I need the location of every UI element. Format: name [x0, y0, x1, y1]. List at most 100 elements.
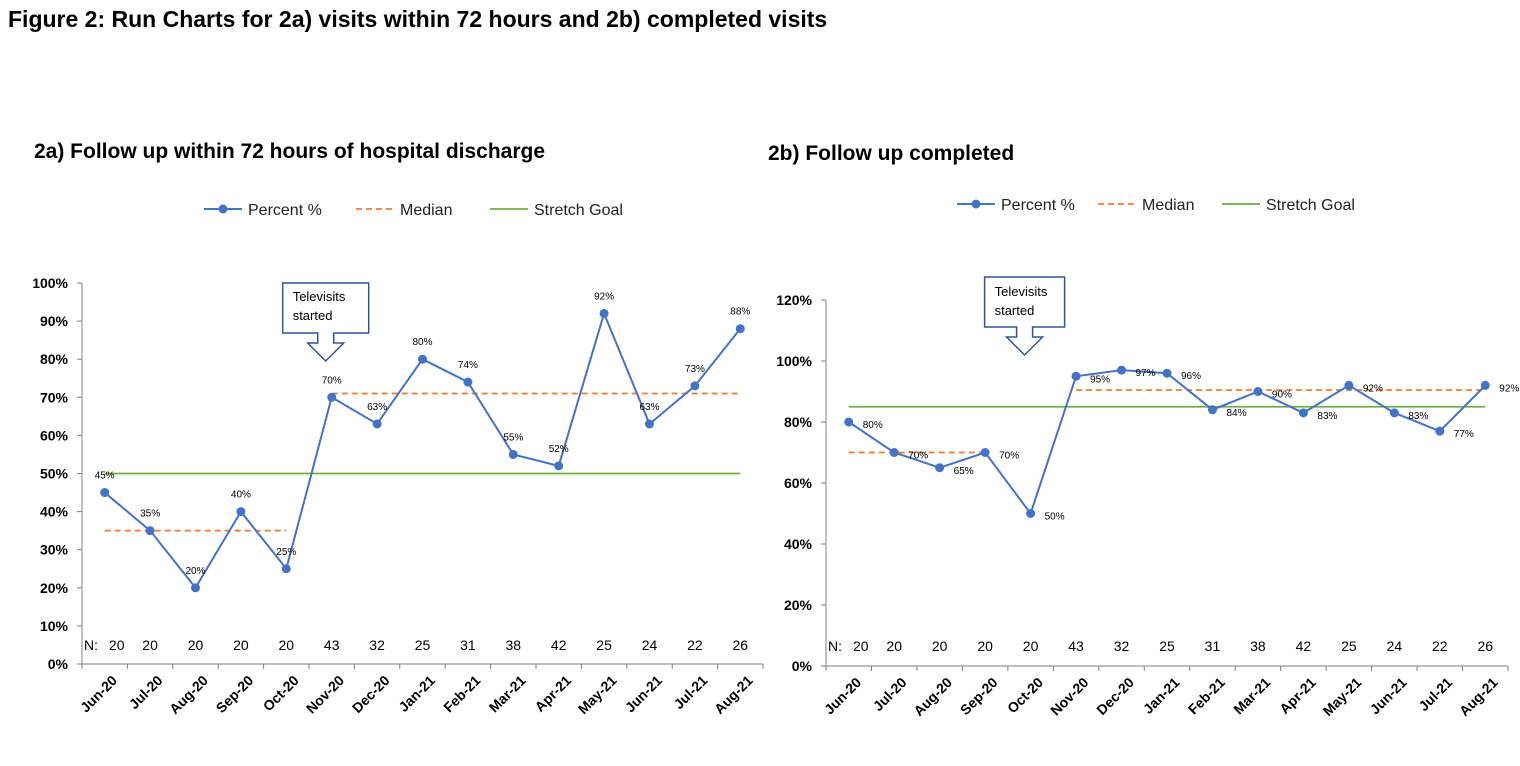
n-value-label: 20 — [279, 637, 295, 653]
percent-point — [1071, 371, 1081, 381]
chart-b: 0% 20% 40% 60% 80% 100% 120% Jun-20 Jul-20 Aug-20… — [776, 197, 1519, 719]
legend-percent-label: Percent % — [248, 202, 322, 219]
n-value-label: 20 — [188, 637, 204, 653]
y-tick-label: 30% — [40, 542, 69, 558]
percent-point — [1207, 405, 1217, 415]
x-tick-label: Jul-21 — [670, 672, 710, 712]
data-label: 70% — [322, 375, 342, 386]
percent-point — [1480, 380, 1490, 390]
x-tick-label: Mar-21 — [486, 672, 529, 715]
n-value-label: 32 — [369, 637, 385, 653]
percent-line — [848, 369, 1486, 516]
legend-percent-marker — [971, 199, 981, 209]
x-tick-label: Jul-21 — [1415, 674, 1455, 714]
x-tick-label: Aug-21 — [1456, 674, 1501, 719]
data-label: 92% — [1363, 383, 1383, 394]
televisits-callout-shape — [281, 282, 370, 363]
y-tick-label: 80% — [40, 351, 69, 367]
data-label: 80% — [412, 337, 432, 348]
x-tick-label: Jul-20 — [126, 672, 166, 712]
data-label: 63% — [367, 402, 387, 413]
percent-line — [104, 310, 742, 590]
n-prefix-label: N: — [828, 638, 842, 654]
x-tick-label: Sep-20 — [957, 674, 1001, 718]
x-tick-label: Jul-20 — [870, 674, 910, 714]
n-value-label: 20 — [1023, 638, 1039, 654]
legend-percent-label: Percent % — [1001, 197, 1075, 214]
data-label: 83% — [1317, 411, 1337, 422]
n-value-label: 43 — [1068, 638, 1084, 654]
percent-point — [1389, 408, 1399, 418]
y-tick-label: 40% — [784, 536, 813, 552]
x-tick-label: Jan-21 — [1140, 674, 1183, 717]
data-label: 25% — [276, 547, 296, 558]
x-tick-label: Oct-20 — [1004, 674, 1046, 716]
data-label: 63% — [639, 402, 659, 413]
percent-point — [281, 564, 291, 574]
x-tick-label: Sep-20 — [213, 672, 257, 716]
data-label: 96% — [1181, 371, 1201, 382]
x-tick-label: Jun-20 — [821, 674, 864, 717]
x-tick-label: Feb-21 — [440, 672, 483, 715]
x-tick-label: Aug-20 — [166, 672, 211, 717]
televisits-callout-text: Televisits — [293, 289, 346, 304]
legend-median-label: Median — [1142, 197, 1194, 214]
n-value-label: 20 — [932, 638, 948, 654]
percent-point — [735, 324, 745, 334]
n-value-label: 38 — [1250, 638, 1266, 654]
data-label: 20% — [185, 566, 205, 577]
percent-point — [599, 308, 609, 318]
percent-point — [1435, 426, 1445, 436]
n-value-label: 43 — [324, 637, 340, 653]
n-value-label: 24 — [642, 637, 658, 653]
y-tick-label: 80% — [784, 414, 813, 430]
data-label: 55% — [503, 432, 523, 443]
percent-point — [100, 488, 110, 498]
y-tick-label: 70% — [40, 389, 69, 405]
x-tick-label: Dec-20 — [1093, 674, 1137, 718]
n-value-label: 26 — [1477, 638, 1493, 654]
data-label: 92% — [594, 291, 614, 302]
data-label: 70% — [999, 451, 1019, 462]
n-value-label: 20 — [142, 637, 158, 653]
percent-point — [418, 354, 427, 364]
percent-point — [1253, 387, 1263, 396]
x-tick-label: Dec-20 — [349, 672, 393, 716]
percent-point — [844, 417, 854, 427]
data-label: 50% — [1045, 512, 1065, 523]
n-value-label: 42 — [1296, 638, 1312, 654]
percent-point — [1162, 368, 1172, 378]
n-value-label: 38 — [506, 637, 522, 653]
legend-percent-marker — [218, 204, 228, 214]
x-tick-label: May-21 — [575, 672, 620, 717]
data-label: 83% — [1408, 411, 1428, 422]
percent-point — [327, 392, 337, 402]
percent-point — [889, 448, 899, 457]
percent-point — [236, 507, 246, 517]
data-label: 74% — [458, 360, 478, 371]
x-tick-label: Aug-20 — [910, 674, 955, 719]
n-value-label: 31 — [460, 637, 476, 653]
legend-median-label: Median — [400, 202, 452, 219]
data-label: 70% — [908, 451, 928, 462]
data-label: 73% — [685, 364, 705, 375]
y-tick-label: 120% — [776, 292, 812, 308]
n-value-label: 24 — [1387, 638, 1403, 654]
n-value-label: 20 — [853, 638, 869, 654]
percent-point — [463, 377, 473, 387]
data-label: 77% — [1454, 429, 1474, 440]
x-tick-label: Jun-21 — [1367, 674, 1410, 717]
x-tick-label: Feb-21 — [1185, 674, 1228, 717]
x-tick-label: Apr-21 — [1276, 674, 1319, 717]
n-value-label: 25 — [1159, 638, 1175, 654]
x-tick-label: Mar-21 — [1230, 674, 1273, 717]
percent-point — [690, 381, 700, 391]
percent-point — [508, 449, 518, 459]
data-label: 95% — [1090, 374, 1110, 385]
x-tick-label: May-21 — [1319, 674, 1364, 719]
y-tick-label: 60% — [784, 475, 813, 491]
n-value-label: 20 — [886, 638, 902, 654]
percent-point — [645, 419, 654, 429]
legend-goal-label: Stretch Goal — [1266, 197, 1355, 214]
